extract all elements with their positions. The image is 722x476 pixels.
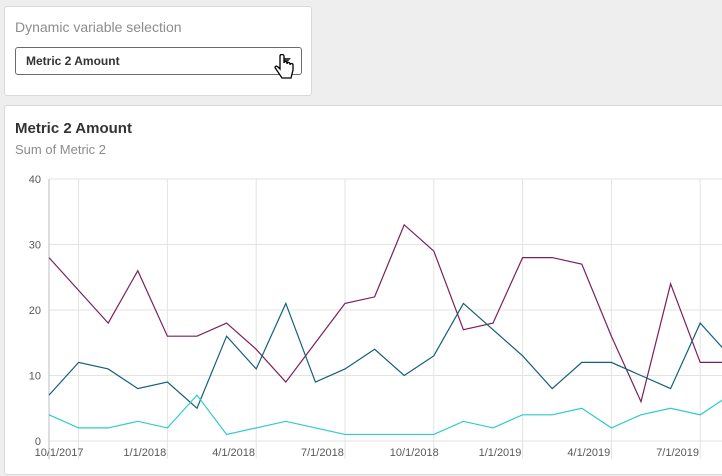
filter-title: Dynamic variable selection bbox=[15, 19, 182, 35]
y-tick-label: 0 bbox=[35, 436, 41, 448]
chart-title: Metric 2 Amount bbox=[15, 120, 132, 137]
x-tick-label: 7/1/2019 bbox=[656, 447, 699, 459]
x-tick-label: 7/1/2018 bbox=[301, 447, 344, 459]
x-tick-label: 10/1/2018 bbox=[390, 447, 439, 459]
series-line-3[interactable] bbox=[48, 394, 722, 436]
x-tick-label: 4/1/2019 bbox=[567, 447, 610, 459]
x-tick-label: 1/1/2019 bbox=[479, 447, 522, 459]
x-tick-label: 10/1/2017 bbox=[35, 447, 84, 459]
line-chart[interactable]: 0 10 20 30 40 10/1/2017 1/1/2018 4/1/2018 7/1/20… bbox=[5, 106, 722, 476]
chart-card: Metric 2 Amount Sum of Metric 2 0 10 20 30 4… bbox=[4, 105, 722, 475]
filter-card: Dynamic variable selection Metric 2 Amou… bbox=[4, 6, 312, 96]
y-tick-label: 20 bbox=[29, 305, 41, 317]
variable-dropdown[interactable]: Metric 2 Amount bbox=[15, 47, 302, 75]
hand-pointer-cursor-icon bbox=[274, 54, 294, 79]
x-tick-label: 1/1/2018 bbox=[123, 447, 166, 459]
series-line-2[interactable] bbox=[48, 301, 722, 410]
x-tick-label: 4/1/2018 bbox=[212, 447, 255, 459]
y-tick-label: 40 bbox=[29, 174, 41, 186]
y-tick-label: 10 bbox=[29, 371, 41, 383]
series-line-1[interactable] bbox=[48, 223, 722, 404]
chart-subtitle: Sum of Metric 2 bbox=[15, 142, 107, 157]
dropdown-selected-value: Metric 2 Amount bbox=[26, 54, 120, 68]
y-tick-label: 30 bbox=[29, 240, 41, 252]
